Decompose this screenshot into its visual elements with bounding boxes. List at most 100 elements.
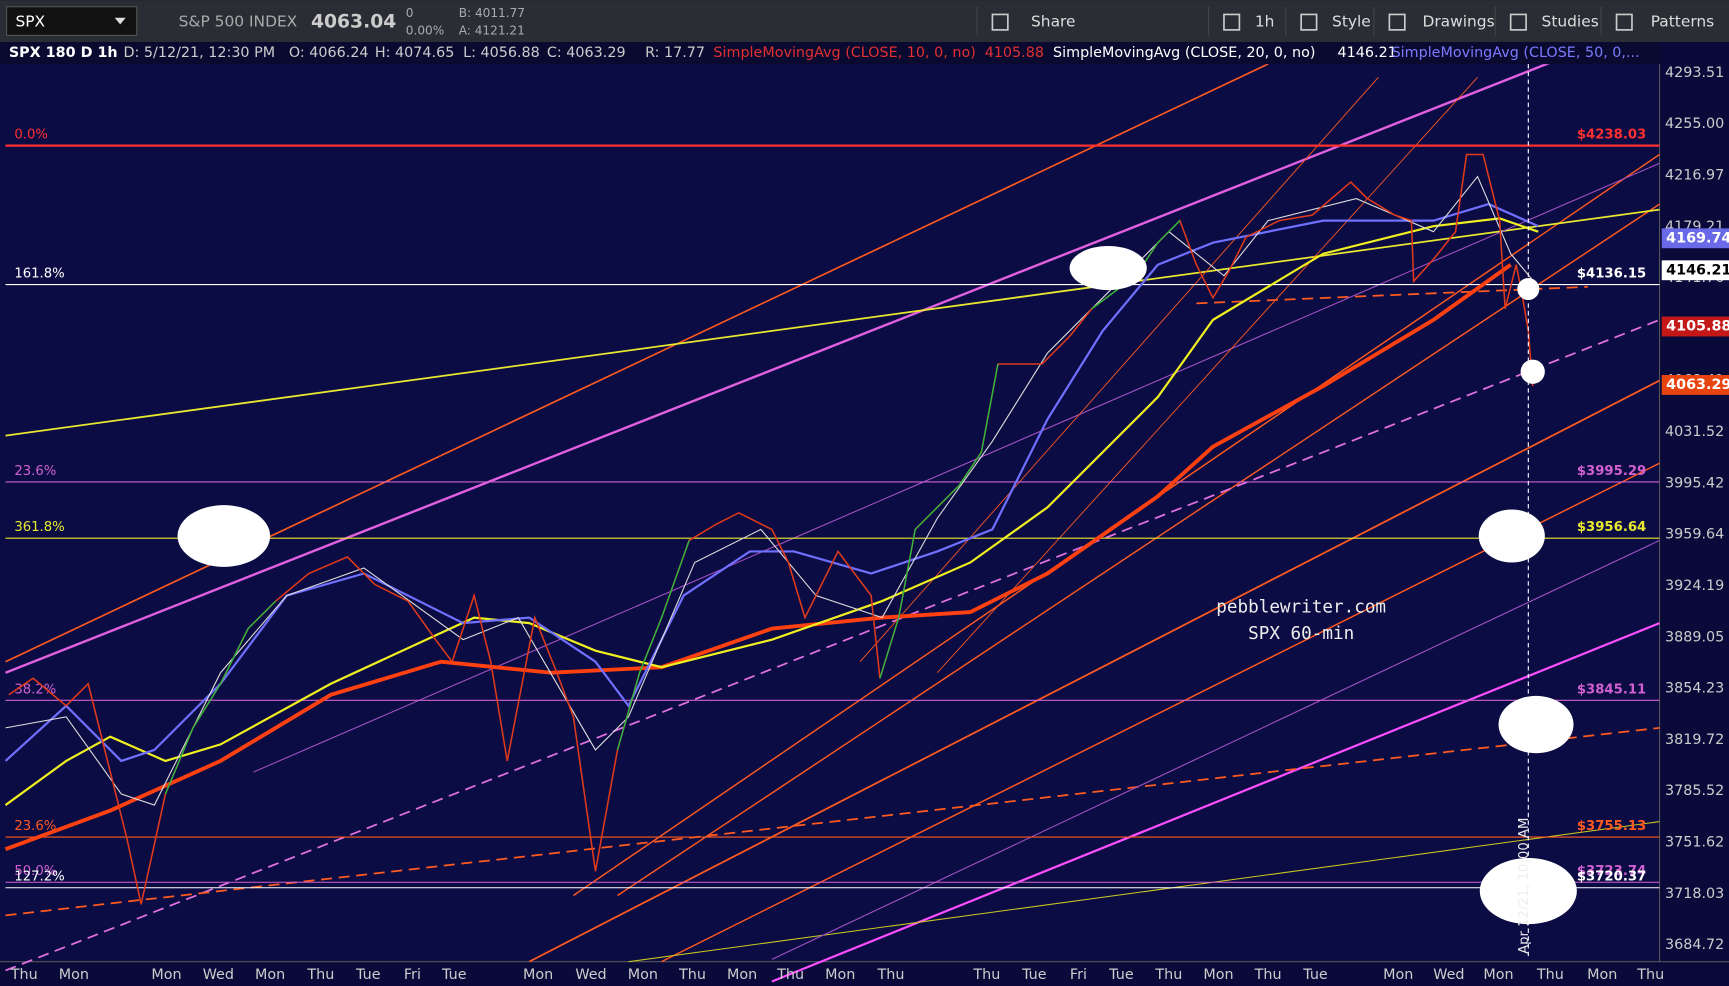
channel-line <box>5 726 1660 917</box>
price-axis-label: 3854.23 <box>1665 681 1724 697</box>
time-axis-label: Tue <box>441 967 467 983</box>
channel-line <box>5 208 1660 437</box>
channel-line <box>936 76 1478 674</box>
fib-percent-label: 23.6% <box>14 464 56 479</box>
time-axis-label: Mon <box>1483 967 1513 983</box>
fib-percent-label: 50.0% <box>14 864 56 879</box>
price-path <box>8 153 1534 905</box>
time-axis-label: Mon <box>255 967 285 983</box>
header-high: H: 4074.65 <box>375 45 454 61</box>
bid-price: B: 4011.77 <box>459 6 525 20</box>
time-axis-label: Thu <box>678 967 706 983</box>
fib-price-label: $4238.03 <box>1577 128 1646 143</box>
price-flag <box>1661 375 1729 395</box>
channel-line <box>5 319 1660 972</box>
price-axis-label: 4216.97 <box>1665 167 1724 183</box>
time-axis-label: Mon <box>727 967 757 983</box>
fib-price-label: $3755.13 <box>1577 819 1646 834</box>
toolbar-button-icon[interactable] <box>991 13 1009 31</box>
dropdown-arrow[interactable] <box>114 17 126 25</box>
header-low: L: 4056.88 <box>463 45 540 61</box>
price-flag-label: 4105.88 <box>1666 318 1729 334</box>
price-flag-label: 4063.29 <box>1666 377 1729 393</box>
header-sma20-value: 4146.21 <box>1338 45 1397 61</box>
toolbar-button[interactable]: 1h <box>1255 13 1275 31</box>
toolbar-button[interactable]: Patterns <box>1651 13 1715 31</box>
time-axis-label: Wed <box>203 967 234 983</box>
time-axis-label: Mon <box>628 967 658 983</box>
toolbar-button-icon[interactable] <box>1615 13 1633 31</box>
channel-line <box>253 162 1660 773</box>
time-axis-background <box>0 961 1729 986</box>
last-price: 4063.04 <box>311 12 396 33</box>
header-study: SPX 180 D 1h <box>9 45 118 61</box>
toolbar-button[interactable]: Drawings <box>1422 13 1494 31</box>
toolbar-button[interactable]: Studies <box>1542 13 1599 31</box>
time-axis-label: Thu <box>972 967 1000 983</box>
price-axis-label: 3785.52 <box>1665 783 1724 799</box>
highlight-ellipse <box>1478 509 1545 563</box>
highlight-ellipse <box>1069 246 1147 291</box>
channel-line <box>528 379 1660 963</box>
fib-price-label: $3720.37 <box>1577 870 1646 885</box>
price-path-up <box>879 363 999 679</box>
sma-50 <box>4 217 1539 806</box>
price-axis-label: 4255.00 <box>1665 116 1724 132</box>
toolbar-button-icon[interactable] <box>1300 13 1318 31</box>
price-axis-label: 3924.19 <box>1665 578 1724 594</box>
price-flag <box>1661 260 1729 281</box>
time-axis-label: Wed <box>575 967 606 983</box>
fib-percent-label: 23.6% <box>14 819 56 834</box>
header-sma10: SimpleMovingAvg (CLOSE, 10, 0, no) <box>713 45 975 61</box>
time-axis-label: Thu <box>877 967 905 983</box>
time-axis-label: Mon <box>523 967 553 983</box>
price-axis-label: 3684.72 <box>1665 937 1724 953</box>
price-flag-label: 4169.74 <box>1666 230 1729 246</box>
toolbar-button-icon[interactable] <box>1509 13 1527 31</box>
highlight-ellipse <box>1498 695 1574 754</box>
time-axis-label: Tue <box>355 967 381 983</box>
time-axis-label: Thu <box>776 967 804 983</box>
price-axis-label: 3959.64 <box>1665 527 1724 543</box>
price-flag-label: 4146.21 <box>1666 262 1729 278</box>
fib-percent-label: 0.0% <box>14 128 48 143</box>
highlight-ellipse <box>177 505 271 567</box>
price-axis-label: 4031.52 <box>1665 424 1724 440</box>
header-sma50: SimpleMovingAvg (CLOSE, 50, 0,... <box>1392 45 1640 61</box>
time-axis-label: Thu <box>1636 967 1664 983</box>
symbol-input[interactable]: SPX <box>15 13 45 31</box>
price-path-up <box>164 600 277 795</box>
time-axis-label: Mon <box>1587 967 1617 983</box>
fib-price-label: $3845.11 <box>1577 682 1646 697</box>
time-axis-label: Mon <box>151 967 181 983</box>
time-axis-label: Tue <box>1108 967 1134 983</box>
toolbar-button[interactable]: Share <box>1031 13 1076 31</box>
channel-line <box>5 59 1556 674</box>
price-flag <box>1661 228 1729 249</box>
study-header <box>0 42 1660 65</box>
price-axis-label: 3995.42 <box>1665 475 1724 491</box>
toolbar-button[interactable]: Style <box>1332 13 1371 31</box>
price-axis-label: 3819.72 <box>1665 732 1724 748</box>
time-axis-label: Thu <box>10 967 38 983</box>
watermark: SPX 60-min <box>1248 624 1354 644</box>
symbol-box[interactable] <box>6 6 138 36</box>
toolbar-button-icon[interactable] <box>1223 13 1241 31</box>
channel-line <box>859 76 1379 663</box>
toolbar-button-icon[interactable] <box>1388 13 1406 31</box>
time-axis-label: Thu <box>306 967 334 983</box>
fib-price-label: $4136.15 <box>1577 267 1646 282</box>
fib-percent-label: 161.8% <box>14 267 64 282</box>
price-axis-label: 4293.51 <box>1665 65 1724 81</box>
highlight-ellipse <box>1520 359 1545 384</box>
time-axis-label: Fri <box>1070 967 1087 983</box>
time-axis-label: Mon <box>825 967 855 983</box>
time-axis-label: Tue <box>1302 967 1328 983</box>
fib-price-label: $3995.29 <box>1577 464 1646 479</box>
price-axis-label: 3718.03 <box>1665 886 1724 902</box>
price-flag <box>1661 316 1729 337</box>
header-date: D: 5/12/21, 12:30 PM <box>124 45 276 61</box>
time-axis-label: Wed <box>1433 967 1464 983</box>
